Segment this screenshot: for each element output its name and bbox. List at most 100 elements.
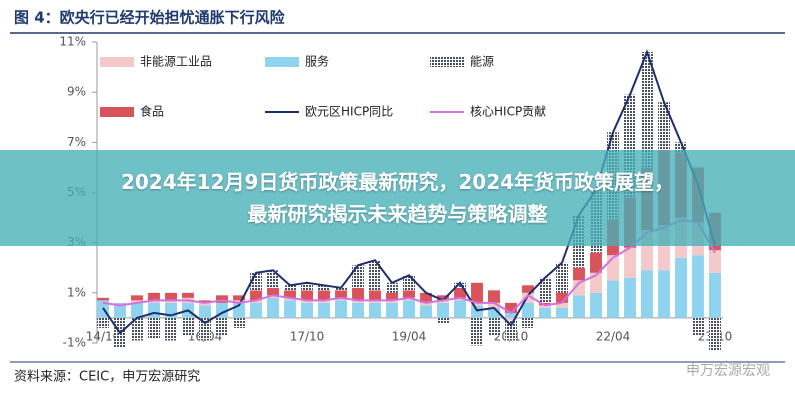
banner: 2024年12月9日货币政策最新研究，2024年货币政策展望，最新研究揭示未来趋… [0, 150, 795, 246]
legend-label: 食品 [140, 104, 164, 119]
bar [284, 285, 296, 291]
legend-swatch [265, 57, 299, 67]
bar [437, 295, 449, 301]
bar [182, 317, 194, 336]
watermark: 申万宏源宏观 [686, 363, 770, 379]
bar [505, 317, 517, 321]
bar [199, 305, 211, 318]
legend-label: 核心HICP贡献 [470, 104, 546, 119]
y-tick-label: 1% [67, 285, 86, 299]
bar [437, 302, 449, 318]
bar [692, 317, 704, 336]
bar [573, 280, 585, 296]
bar [624, 247, 636, 278]
bar [522, 285, 534, 293]
bar [658, 270, 670, 318]
bar [607, 255, 619, 281]
bar [607, 280, 619, 318]
bar [216, 295, 228, 303]
bar [148, 300, 160, 303]
bar [301, 300, 313, 303]
bar [488, 317, 500, 336]
bar [522, 302, 534, 318]
legend-swatch [100, 107, 134, 117]
bar [131, 295, 143, 301]
legend-label: 欧元区HICP同比 [305, 105, 393, 119]
bar [386, 300, 398, 303]
bar [148, 292, 160, 301]
bar [352, 265, 364, 288]
bar [335, 300, 347, 318]
bar [505, 302, 517, 313]
bar [641, 52, 653, 168]
bar [454, 300, 466, 318]
bar [250, 302, 262, 318]
bar [216, 317, 228, 336]
chart-title: 图 4：欧央行已经开始担忧通胀下行风险 [14, 9, 286, 27]
bar [284, 297, 296, 301]
bar [131, 300, 143, 303]
bar [403, 297, 415, 301]
bar [556, 307, 568, 318]
bar [165, 300, 177, 303]
bar [114, 302, 126, 318]
bar [284, 290, 296, 298]
bar [386, 282, 398, 293]
bar [658, 102, 670, 150]
legend-swatch [430, 57, 464, 67]
bar [165, 317, 177, 341]
bar [199, 300, 211, 303]
bar [233, 302, 245, 318]
bar [148, 317, 160, 338]
bar [97, 317, 109, 328]
bar [369, 260, 381, 291]
bar [199, 317, 211, 341]
bar [709, 272, 721, 318]
bar [454, 297, 466, 301]
bar [318, 290, 330, 301]
x-tick-label: 17/10 [290, 330, 325, 344]
bar [199, 302, 211, 306]
bar [539, 277, 551, 303]
bar [556, 262, 568, 293]
legend-swatch [100, 57, 134, 67]
bar [488, 302, 500, 308]
bar [437, 317, 449, 323]
bar [556, 302, 568, 308]
bar [403, 275, 415, 291]
bar [318, 285, 330, 291]
bar [454, 287, 466, 298]
bar [590, 252, 602, 273]
source: 资料来源：CEIC，申万宏源研究 [14, 370, 200, 385]
legend-label: 服务 [305, 54, 329, 69]
x-tick-label: 22/04 [596, 330, 631, 344]
y-tick-label: 11% [59, 35, 86, 49]
bar [352, 287, 364, 301]
banner-text: 2024年12月9日货币政策最新研究，2024年货币政策展望，最新研究揭示未来趋… [120, 170, 675, 226]
y-tick-label: 9% [67, 85, 86, 99]
bar [709, 250, 721, 273]
bar [301, 290, 313, 301]
bar [369, 300, 381, 303]
x-tick-label: 14/10 [86, 330, 121, 344]
bar [471, 302, 483, 306]
bar [131, 317, 143, 341]
bar [250, 272, 262, 291]
bar [573, 295, 585, 318]
bar [284, 300, 296, 318]
bar [539, 305, 551, 308]
bar [420, 305, 432, 318]
x-tick-label: 19/04 [392, 330, 427, 344]
line [102, 49, 716, 335]
bar [539, 307, 551, 318]
bar [267, 295, 279, 298]
bar [437, 300, 449, 303]
bar [352, 300, 364, 303]
bar [488, 307, 500, 318]
bar [539, 302, 551, 306]
legend-label: 非能源工业品 [140, 55, 212, 69]
bar [267, 270, 279, 288]
bar [522, 317, 534, 328]
bar [471, 282, 483, 303]
